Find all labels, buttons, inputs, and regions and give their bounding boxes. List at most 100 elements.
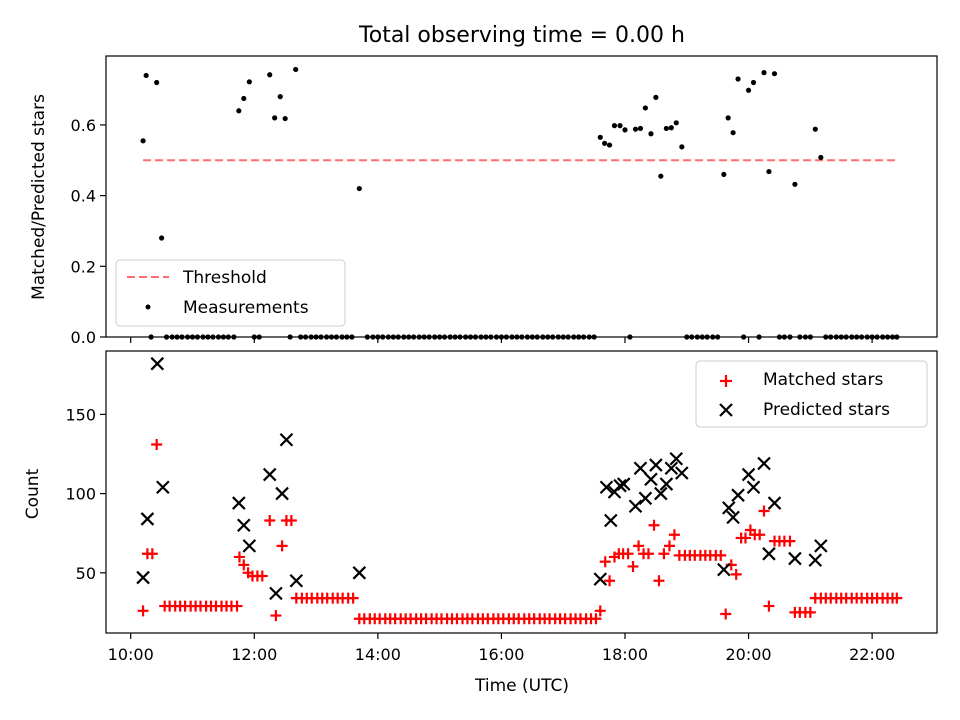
bottom-x-tick-label: 16:00: [478, 645, 524, 664]
measurement-point: [632, 126, 639, 132]
top-y-tick-label: 0.6: [71, 116, 96, 135]
measurement-point: [140, 138, 146, 144]
matched-star-point: [754, 529, 766, 541]
top-axes-frame: [105, 55, 938, 338]
top-panel: Total observing time = 0.00 h Matched/Pr…: [29, 23, 938, 347]
bottom-y-ticks: 50 100 150: [65, 405, 106, 583]
top-y-axis-label: Matched/Predicted stars: [29, 94, 49, 300]
matched-star-point: [137, 605, 149, 617]
predicted-star-point: [669, 451, 684, 466]
matched-star-point: [233, 551, 245, 563]
measurement-point: [236, 108, 242, 114]
predicted-star-point: [604, 513, 618, 528]
measurement-point: [818, 154, 824, 161]
bottom-x-ticks: 10:00 12:00 14:00 16:00 18:00 20:00 22:00: [108, 633, 895, 664]
measurement-point: [611, 123, 618, 129]
predicted-stars-points: [136, 356, 828, 601]
matched-star-point: [604, 575, 616, 587]
predicted-star-point: [757, 456, 771, 471]
predicted-star-point: [675, 466, 689, 480]
matched-star-point: [758, 505, 770, 517]
top-y-tick-label: 0.0: [71, 328, 96, 347]
matched-star-point: [663, 540, 675, 552]
predicted-star-point: [156, 480, 170, 495]
predicted-star-point: [262, 467, 277, 482]
matched-legend-swatch: [720, 375, 732, 387]
predicted-star-point: [140, 512, 155, 526]
matched-star-point: [590, 613, 602, 625]
matched-star-point: [238, 559, 250, 571]
matched-star-point: [633, 540, 645, 552]
predicted-star-point: [150, 356, 165, 371]
predicted-star-point: [814, 539, 828, 553]
predicted-star-point: [731, 488, 745, 502]
matched-star-point: [599, 556, 611, 568]
matched-star-point: [627, 560, 639, 572]
predicted-star-point: [762, 547, 776, 561]
bottom-panel: Count Time (UTC) 50 100 150 10:00 12:00 14:0…: [23, 350, 938, 696]
matched-star-point: [658, 548, 670, 560]
measurement-point: [241, 95, 247, 102]
measurement-point: [293, 66, 299, 73]
top-legend: Threshold Measurements: [115, 259, 346, 327]
matched-star-point: [720, 608, 732, 620]
matched-star-point: [653, 575, 665, 587]
measurement-point: [653, 94, 659, 100]
matched-star-point: [256, 570, 268, 582]
matched-star-point: [146, 548, 158, 560]
measurement-point: [277, 94, 283, 100]
measurement-point: [272, 115, 278, 121]
bottom-axes-frame: [105, 350, 938, 634]
bottom-x-tick-label: 10:00: [108, 645, 154, 664]
measurement-point: [668, 125, 674, 131]
measurement-point: [771, 71, 778, 77]
bottom-y-tick-label: 150: [65, 405, 96, 424]
bottom-x-axis-label: Time (UTC): [474, 676, 569, 696]
matched-star-point: [648, 519, 660, 531]
measurement-point: [679, 144, 685, 150]
predicted-star-point: [237, 518, 251, 533]
matched-star-point: [264, 515, 276, 527]
matched-stars-points: [137, 438, 903, 625]
matched-star-point: [151, 438, 163, 450]
predicted-star-point: [664, 461, 679, 476]
matched-star-point: [891, 592, 903, 604]
predicted-star-point: [269, 586, 283, 601]
predicted-star-point: [746, 480, 761, 495]
measurement-point: [766, 168, 772, 175]
predicted-star-point: [633, 461, 648, 476]
measurement-point: [597, 134, 603, 140]
predicted-legend-swatch: [719, 403, 733, 417]
measurement-point: [750, 79, 757, 86]
matched-star-point: [622, 548, 634, 560]
measurement-point: [792, 181, 798, 187]
measurement-point: [642, 105, 648, 111]
matched-star-point: [763, 600, 775, 612]
measurements-legend-label: Measurements: [183, 298, 309, 318]
bottom-legend: Matched stars Predicted stars: [695, 360, 928, 428]
predicted-star-point: [638, 491, 653, 506]
measurement-point: [282, 115, 288, 122]
measurement-point: [246, 79, 252, 85]
bottom-y-axis-label: Count: [23, 468, 43, 519]
bottom-x-tick-label: 14:00: [355, 645, 401, 664]
bottom-x-tick-label: 20:00: [726, 645, 772, 664]
predicted-star-point: [726, 510, 740, 525]
matched-star-point: [715, 549, 727, 561]
matched-star-point: [804, 606, 816, 618]
measurement-point: [673, 120, 679, 126]
measurement-point: [602, 140, 608, 146]
predicted-star-point: [599, 480, 614, 495]
measurement-point: [143, 72, 149, 79]
matched-star-point: [347, 592, 359, 604]
matched-star-point: [285, 515, 297, 527]
top-y-tick-label: 0.2: [71, 257, 96, 276]
predicted-star-point: [613, 478, 627, 493]
threshold-legend-label: Threshold: [182, 268, 267, 288]
measurement-point: [622, 127, 628, 133]
matched-legend-label: Matched stars: [763, 370, 883, 390]
measurement-point: [648, 131, 654, 137]
measurement-point: [663, 125, 669, 132]
matched-star-point: [668, 529, 680, 541]
